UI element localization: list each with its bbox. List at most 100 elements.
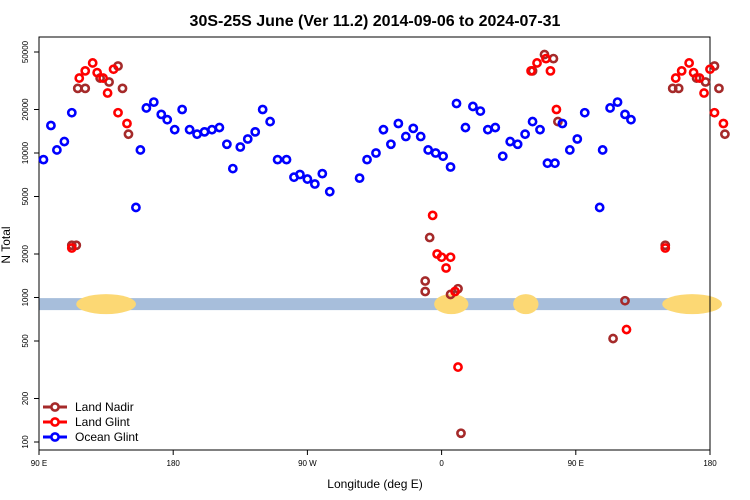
ocean-glint-point bbox=[235, 142, 246, 152]
y-tick-label: 10000 bbox=[21, 141, 30, 164]
land-glint-point bbox=[66, 243, 77, 253]
land-glint-point bbox=[670, 73, 681, 83]
y-tick-label: 20000 bbox=[21, 98, 30, 121]
y-tick-label: 2000 bbox=[21, 245, 30, 263]
ocean-glint-point bbox=[221, 139, 232, 150]
ocean-glint-point bbox=[51, 145, 62, 155]
land-glint-point bbox=[718, 118, 729, 129]
ocean-glint-point bbox=[423, 145, 434, 155]
ocean-glint-point bbox=[557, 118, 568, 129]
ocean-glint-point bbox=[148, 97, 159, 108]
ocean-glint-point bbox=[162, 114, 173, 125]
plot-frame bbox=[38, 36, 711, 451]
land-glint-point bbox=[436, 252, 447, 263]
land-nadir-point bbox=[548, 53, 559, 64]
legend-label-ocean-glint: Ocean Glint bbox=[75, 430, 139, 444]
land-glint-point bbox=[92, 67, 103, 78]
land-glint-point bbox=[694, 73, 705, 83]
ocean-glint-point bbox=[169, 124, 180, 135]
ocean-glint-point bbox=[177, 104, 188, 115]
ocean-glint-point bbox=[594, 202, 605, 213]
ocean-glint-point bbox=[192, 129, 202, 140]
land-glint-point bbox=[688, 67, 699, 78]
ocean-glint-point bbox=[309, 179, 320, 189]
land-glint-point bbox=[441, 263, 451, 273]
land-nadir-point bbox=[123, 129, 134, 140]
x-tick-label: 180 bbox=[703, 459, 717, 468]
legend-marker-ocean-glint bbox=[50, 432, 60, 442]
land-glint-point bbox=[532, 58, 542, 68]
x-axis: 90 E 180 90 W 0 90 E 180 bbox=[31, 450, 717, 468]
land-glint-point bbox=[122, 118, 132, 129]
land-glint-point bbox=[699, 88, 709, 98]
ocean-glint-point bbox=[156, 109, 167, 120]
ocean-glint-point bbox=[451, 98, 462, 109]
ocean-glint-point bbox=[141, 103, 152, 113]
land-nadir-point bbox=[72, 83, 83, 94]
x-tick-label: 180 bbox=[167, 459, 181, 468]
land-nadir-point bbox=[424, 232, 435, 243]
ocean-glint-point bbox=[324, 186, 335, 197]
band-bar bbox=[39, 298, 710, 311]
x-tick-label: 90 E bbox=[31, 459, 47, 468]
ocean-glint-point bbox=[430, 148, 441, 158]
ocean-glint-point bbox=[438, 151, 448, 162]
ocean-glint-point bbox=[415, 131, 426, 142]
ocean-glint-point bbox=[46, 120, 56, 131]
land-glint-point bbox=[705, 64, 715, 75]
y-tick-label: 50000 bbox=[21, 40, 30, 63]
band-highlight bbox=[513, 294, 539, 315]
x-tick-label: 90 W bbox=[298, 459, 317, 468]
land-glint-point bbox=[621, 324, 632, 335]
ocean-glint-point bbox=[572, 134, 583, 144]
ocean-glint-point bbox=[626, 114, 636, 125]
y-axis: 100 200 500 1000 2000 5000 10000 20000 50000 bbox=[21, 40, 39, 449]
ocean-glint-point bbox=[505, 136, 516, 147]
land-glint-point bbox=[545, 65, 556, 76]
x-tick-label: 90 E bbox=[568, 459, 584, 468]
ocean-glint-point bbox=[272, 154, 283, 165]
ocean-glint-point bbox=[38, 154, 49, 165]
land-glint-point bbox=[526, 65, 536, 76]
land-glint-point bbox=[445, 252, 456, 263]
y-tick-label: 200 bbox=[21, 391, 30, 405]
ocean-glint-point bbox=[184, 124, 195, 135]
land-nadir-point bbox=[456, 428, 466, 439]
land-nadir-point bbox=[720, 129, 730, 140]
reference-band bbox=[39, 294, 722, 315]
land-glint-point bbox=[113, 107, 123, 118]
ocean-glint-point bbox=[227, 163, 238, 174]
band-highlight bbox=[662, 294, 722, 315]
ocean-glint-point bbox=[612, 97, 623, 108]
ocean-glint-point bbox=[527, 116, 538, 127]
ocean-glint-point bbox=[400, 131, 411, 142]
land-nadir-point bbox=[420, 286, 431, 297]
y-axis-label: N Total bbox=[0, 226, 13, 263]
ocean-glint-point bbox=[362, 154, 372, 165]
ocean-glint-point bbox=[535, 124, 545, 135]
ocean-glint-point bbox=[597, 145, 608, 155]
land-glint-point bbox=[450, 286, 460, 297]
y-tick-label: 5000 bbox=[21, 187, 30, 205]
land-nadir-point bbox=[80, 83, 91, 94]
ocean-glint-point bbox=[371, 148, 381, 158]
land-glint-point bbox=[684, 58, 695, 68]
legend-marker-land-glint bbox=[50, 417, 60, 427]
land-glint-point bbox=[87, 58, 98, 68]
land-glint-point bbox=[709, 107, 720, 118]
band-highlight bbox=[76, 294, 136, 315]
land-glint-point bbox=[80, 65, 91, 76]
legend-marker-land-nadir bbox=[50, 402, 60, 412]
land-nadir-point bbox=[608, 333, 618, 344]
ocean-glint-point bbox=[295, 169, 305, 180]
ocean-glint-point bbox=[579, 107, 590, 118]
legend-label-land-glint: Land Glint bbox=[75, 415, 130, 429]
ocean-glint-point bbox=[250, 126, 261, 137]
y-tick-label: 1000 bbox=[21, 288, 30, 306]
land-glint-point bbox=[108, 64, 119, 75]
ocean-glint-point bbox=[207, 124, 217, 135]
land-nadir-point bbox=[117, 83, 128, 94]
y-tick-label: 100 bbox=[21, 435, 30, 449]
ocean-glint-point bbox=[317, 168, 328, 179]
